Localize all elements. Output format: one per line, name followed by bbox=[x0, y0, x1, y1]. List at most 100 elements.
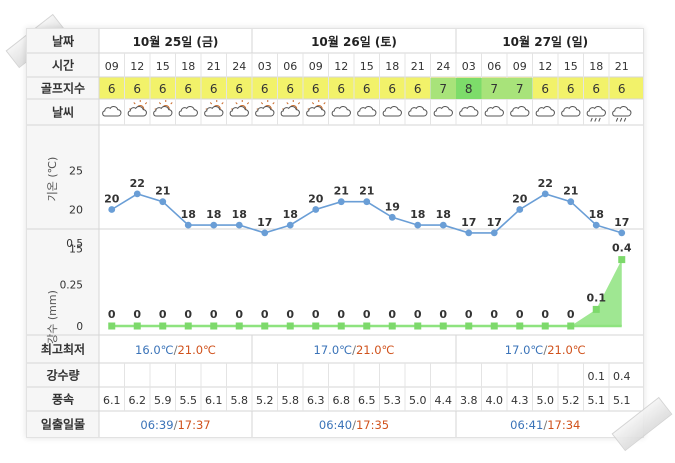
rain-data-label: 0 bbox=[541, 308, 549, 321]
rain-point bbox=[592, 305, 600, 313]
rain-data-label: 0 bbox=[414, 308, 422, 321]
temp-point bbox=[465, 229, 473, 237]
temp-data-label: 17 bbox=[257, 216, 272, 229]
sun-cloud-icon bbox=[153, 100, 173, 117]
rainfall-cell: 0.1 bbox=[588, 370, 606, 383]
golf-index-cell: 7 bbox=[516, 82, 524, 96]
weather-forecast-panel: 날짜 시간 골프지수 날씨 최고최저 강수량 풍속 일출일몰 10월 25일 (금) 16.0℃/… bbox=[26, 28, 644, 438]
sun-cloud-icon bbox=[229, 100, 250, 117]
sun-cloud-icon bbox=[127, 100, 148, 117]
cloudy-icon bbox=[433, 106, 453, 117]
wind-speed-cell: 4.0 bbox=[486, 394, 504, 407]
rain-point bbox=[133, 322, 141, 330]
label-sunrise-sunset: 일출일몰 bbox=[41, 417, 85, 432]
wind-speed-cell: 5.1 bbox=[588, 394, 606, 407]
cloudy-icon bbox=[408, 106, 428, 117]
temp-point bbox=[388, 213, 396, 221]
time-cell: 03 bbox=[258, 60, 272, 73]
sunrise-sunset: 06:40/17:35 bbox=[319, 418, 389, 432]
time-cell: 21 bbox=[207, 60, 221, 73]
rain-data-label: 0 bbox=[439, 308, 447, 321]
rain-data-label: 0 bbox=[184, 308, 192, 321]
cloudy-icon bbox=[331, 106, 351, 117]
time-cell: 12 bbox=[538, 60, 552, 73]
rain-point bbox=[235, 322, 243, 330]
temp-point bbox=[439, 221, 447, 229]
rain-axis-label: 강수 (mm) bbox=[46, 290, 59, 344]
rain-point bbox=[465, 322, 473, 330]
temp-point bbox=[337, 198, 345, 206]
time-cell: 18 bbox=[385, 60, 399, 73]
golf-index-cell: 6 bbox=[592, 82, 600, 96]
rain-tick-label: 0.25 bbox=[60, 280, 83, 292]
golf-index-cell: 6 bbox=[159, 82, 167, 96]
temp-data-label: 21 bbox=[334, 185, 349, 198]
time-cell: 09 bbox=[309, 60, 323, 73]
temp-point bbox=[133, 190, 141, 198]
rain-point bbox=[618, 256, 626, 264]
wind-speed-cell: 5.5 bbox=[180, 394, 198, 407]
temp-point bbox=[235, 221, 243, 229]
rain-point bbox=[541, 322, 549, 330]
wind-speed-cell: 5.8 bbox=[282, 394, 300, 407]
cloudy-icon bbox=[357, 106, 377, 117]
golf-index-cell: 6 bbox=[108, 82, 116, 96]
sun-cloud-icon bbox=[280, 100, 301, 117]
temp-data-label: 17 bbox=[461, 216, 476, 229]
rain-data-label: 0 bbox=[261, 308, 269, 321]
temp-data-label: 19 bbox=[385, 200, 400, 213]
rain-point bbox=[286, 322, 294, 330]
sun-cloud-icon bbox=[255, 100, 275, 117]
golf-index-cell: 6 bbox=[337, 82, 345, 96]
temp-data-label: 20 bbox=[512, 193, 528, 206]
rain-point bbox=[567, 322, 575, 330]
wind-speed-cell: 6.1 bbox=[205, 394, 223, 407]
cloudy-icon bbox=[561, 106, 581, 117]
temp-data-label: 22 bbox=[538, 177, 553, 190]
temp-tick-label: 20 bbox=[69, 204, 83, 217]
time-cell: 18 bbox=[589, 60, 603, 73]
rain-data-label: 0 bbox=[210, 308, 218, 321]
label-minmax: 최고최저 bbox=[41, 342, 85, 357]
wind-speed-cell: 5.0 bbox=[409, 394, 427, 407]
temp-point bbox=[516, 206, 524, 213]
golf-index-cell: 6 bbox=[235, 82, 243, 96]
golf-index-cell: 7 bbox=[490, 82, 498, 96]
golf-index-cell: 6 bbox=[184, 82, 192, 96]
temp-data-label: 18 bbox=[589, 208, 604, 221]
time-cell: 12 bbox=[334, 60, 348, 73]
min-max-temp: 17.0℃/21.0℃ bbox=[314, 343, 395, 357]
label-rainfall: 강수량 bbox=[46, 369, 79, 383]
time-cell: 21 bbox=[411, 60, 425, 73]
rain-data-label: 0 bbox=[159, 308, 167, 321]
temp-data-label: 18 bbox=[436, 208, 451, 221]
wind-speed-cell: 6.1 bbox=[103, 394, 121, 407]
day-header: 10월 26일 (토) bbox=[311, 34, 397, 49]
label-time: 시간 bbox=[52, 58, 74, 73]
temp-data-label: 18 bbox=[410, 208, 425, 221]
time-cell: 09 bbox=[513, 60, 527, 73]
rain-point bbox=[210, 322, 218, 330]
time-cell: 15 bbox=[156, 60, 170, 73]
wind-speed-cell: 6.3 bbox=[307, 394, 325, 407]
temp-data-label: 20 bbox=[104, 193, 120, 206]
temp-point bbox=[618, 229, 626, 237]
cloudy-icon bbox=[382, 106, 402, 117]
temp-data-label: 20 bbox=[308, 193, 324, 206]
temp-tick-label: 25 bbox=[69, 165, 83, 178]
cloudy-icon bbox=[484, 106, 504, 117]
wind-speed-cell: 4.4 bbox=[435, 394, 453, 407]
rain-data-label: 0 bbox=[337, 308, 345, 321]
time-cell: 03 bbox=[462, 60, 476, 73]
golf-index-cell: 6 bbox=[414, 82, 422, 96]
rain-icon bbox=[586, 106, 606, 122]
rain-data-label: 0 bbox=[516, 308, 524, 321]
label-column bbox=[27, 29, 99, 437]
temp-point bbox=[490, 229, 498, 237]
rain-point bbox=[261, 322, 269, 330]
rain-point bbox=[337, 322, 345, 330]
time-cell: 24 bbox=[436, 60, 450, 73]
golf-index-cell: 6 bbox=[541, 82, 549, 96]
rain-point bbox=[516, 322, 524, 330]
rain-data-label: 0 bbox=[286, 308, 294, 321]
